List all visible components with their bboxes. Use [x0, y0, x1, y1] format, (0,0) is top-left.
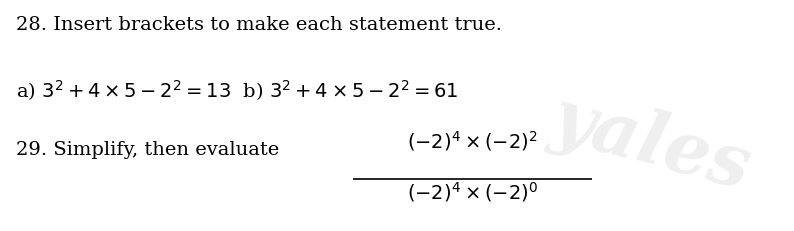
- Text: $(-2)^4 \times (-2)^2$: $(-2)^4 \times (-2)^2$: [407, 129, 538, 153]
- Text: 29. Simplify, then evaluate: 29. Simplify, then evaluate: [16, 141, 279, 159]
- Text: yales: yales: [544, 82, 758, 204]
- Text: $(-2)^4 \times (-2)^0$: $(-2)^4 \times (-2)^0$: [407, 180, 538, 204]
- Text: a) $3^2 + 4 \times 5 - 2^2 = 13$  b) $3^2 + 4 \times 5 - 2^2 = 61$: a) $3^2 + 4 \times 5 - 2^2 = 13$ b) $3^2…: [16, 79, 458, 103]
- Text: 28. Insert brackets to make each statement true.: 28. Insert brackets to make each stateme…: [16, 16, 502, 34]
